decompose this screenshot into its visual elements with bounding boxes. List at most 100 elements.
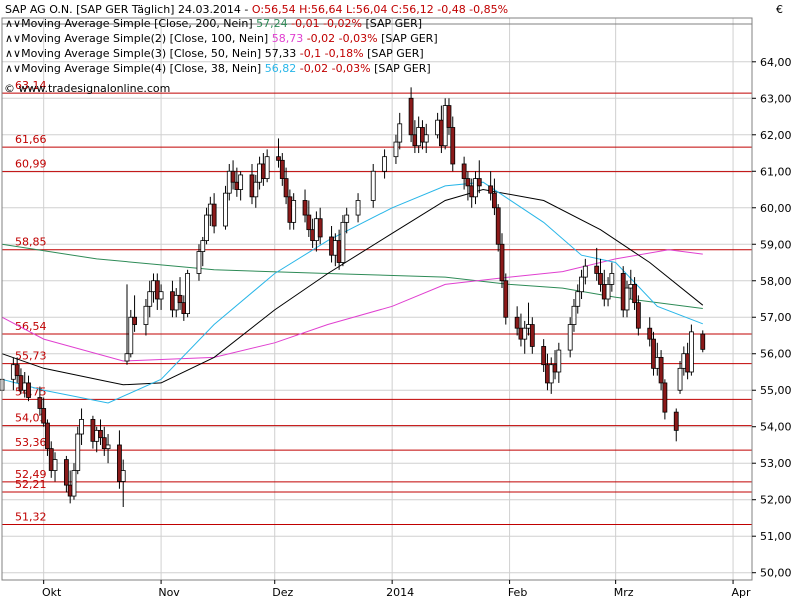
candle-body-up xyxy=(340,221,346,263)
candle xyxy=(344,207,350,234)
candle xyxy=(541,339,547,372)
candle-body-up xyxy=(105,444,111,450)
level-label: 52,21 xyxy=(15,478,47,491)
candle xyxy=(37,386,43,416)
y-tick-label: 56,00 xyxy=(760,348,792,361)
level-label: 61,66 xyxy=(15,133,47,146)
y-tick-label: 63,00 xyxy=(760,92,792,105)
y-tick-label: 62,00 xyxy=(760,129,792,142)
candle xyxy=(306,200,312,237)
candle-body-up xyxy=(52,459,58,471)
y-tick-label: 52,00 xyxy=(760,494,792,507)
candle xyxy=(177,277,183,310)
support-resistance-lines: 63,1461,6660,9958,8556,5455,7354,7554,03… xyxy=(2,79,752,526)
candle-body-down xyxy=(465,178,471,187)
y-tick-label: 53,00 xyxy=(760,457,792,470)
indicator-icon: ∧∨ xyxy=(5,17,21,30)
indicator-change: -0,1 -0,18% xyxy=(300,47,367,60)
y-tick-label: 54,00 xyxy=(760,421,792,434)
candle xyxy=(575,284,581,314)
candle xyxy=(230,160,236,190)
indicator-name: Moving Average Simple(4) [Close, 38, Nei… xyxy=(21,62,265,75)
candle-body-up xyxy=(147,291,153,307)
candle-body-down xyxy=(632,284,637,304)
candle-body-up xyxy=(423,134,429,143)
ma-line-ma200 xyxy=(1,243,703,309)
candle-body-up xyxy=(253,181,259,198)
grid-lines xyxy=(2,18,752,580)
indicator-change: -0,01 -0,02% xyxy=(291,17,365,30)
candle xyxy=(492,178,497,216)
candle xyxy=(276,138,281,168)
candle xyxy=(26,375,31,402)
ma-line-ma50 xyxy=(1,188,704,386)
candle xyxy=(279,153,285,186)
candle-body-down xyxy=(700,333,706,350)
candle-body-up xyxy=(75,433,81,471)
candle xyxy=(624,280,630,318)
candle xyxy=(101,426,107,456)
candle xyxy=(503,273,509,325)
candle xyxy=(450,116,456,172)
candle-body-down xyxy=(408,97,414,136)
candle xyxy=(63,455,69,493)
candle-body-down xyxy=(673,411,679,431)
candle-body-down xyxy=(541,346,547,366)
candle-body-up xyxy=(124,353,130,362)
candle xyxy=(651,331,656,376)
indicator-change: -0,02 -0,03% xyxy=(300,62,374,75)
indicator-value: 58,73 xyxy=(272,32,307,45)
candle-body-down xyxy=(461,163,467,179)
indicator-legend-4: ∧∨Moving Average Simple(4) [Close, 38, N… xyxy=(5,62,431,75)
candle-body-up xyxy=(355,200,361,216)
candle xyxy=(635,295,641,336)
candle xyxy=(393,134,399,164)
y-tick-label: 51,00 xyxy=(760,530,792,543)
candle-body-down xyxy=(117,444,122,482)
watermark: © www.tradesignalonline.com xyxy=(4,82,170,95)
candle-body-down xyxy=(63,459,69,486)
candle-body-down xyxy=(283,178,289,198)
x-tick-label: Apr xyxy=(732,586,752,599)
candle-body-up xyxy=(128,316,134,355)
candle xyxy=(185,269,191,318)
candle xyxy=(128,309,134,358)
candle-body-down xyxy=(279,159,285,179)
level-label: 56,54 xyxy=(15,320,47,333)
candle xyxy=(571,299,577,332)
x-tick-label: Feb xyxy=(508,586,527,599)
title-prefix: SAP AG O.N. [SAP GER Täglich] 24.03.2014… xyxy=(5,3,252,16)
candle xyxy=(283,167,289,205)
candle-body-up xyxy=(291,200,297,223)
candle xyxy=(132,295,137,332)
candle xyxy=(658,350,664,391)
indicator-change: -0,02 -0,03% xyxy=(307,32,381,45)
indicator-value: 57,24 xyxy=(256,17,291,30)
candle-body-up xyxy=(238,174,244,190)
candle-body-down xyxy=(101,437,107,450)
candle-body-down xyxy=(503,280,509,318)
candle xyxy=(158,284,164,310)
candle-body-up xyxy=(571,305,577,325)
candle-body-down xyxy=(651,338,656,369)
candle-body-down xyxy=(45,422,50,450)
candle-body-up xyxy=(522,327,528,340)
indicator-icon: ∧∨ xyxy=(5,47,21,60)
candle xyxy=(647,317,653,347)
ohlc-readout: O:56,54 H:56,64 L:56,04 C:56,12 -0,48 -0… xyxy=(252,3,508,16)
indicator-name: Moving Average Simple(2) [Close, 100, Ne… xyxy=(21,32,272,45)
candle xyxy=(461,156,467,190)
candle-body-up xyxy=(473,178,478,198)
level-label: 51,32 xyxy=(15,511,47,524)
candle xyxy=(200,236,206,267)
candle xyxy=(598,258,603,292)
indicator-icon: ∧∨ xyxy=(5,32,21,45)
candle-body-down xyxy=(476,178,482,187)
indicator-suffix: [SAP GER] xyxy=(374,62,431,75)
candle xyxy=(238,171,244,201)
candle-body-down xyxy=(488,185,494,194)
candle-body-down xyxy=(14,364,20,377)
candle xyxy=(71,463,77,500)
candle xyxy=(465,171,471,201)
candle xyxy=(204,207,209,245)
